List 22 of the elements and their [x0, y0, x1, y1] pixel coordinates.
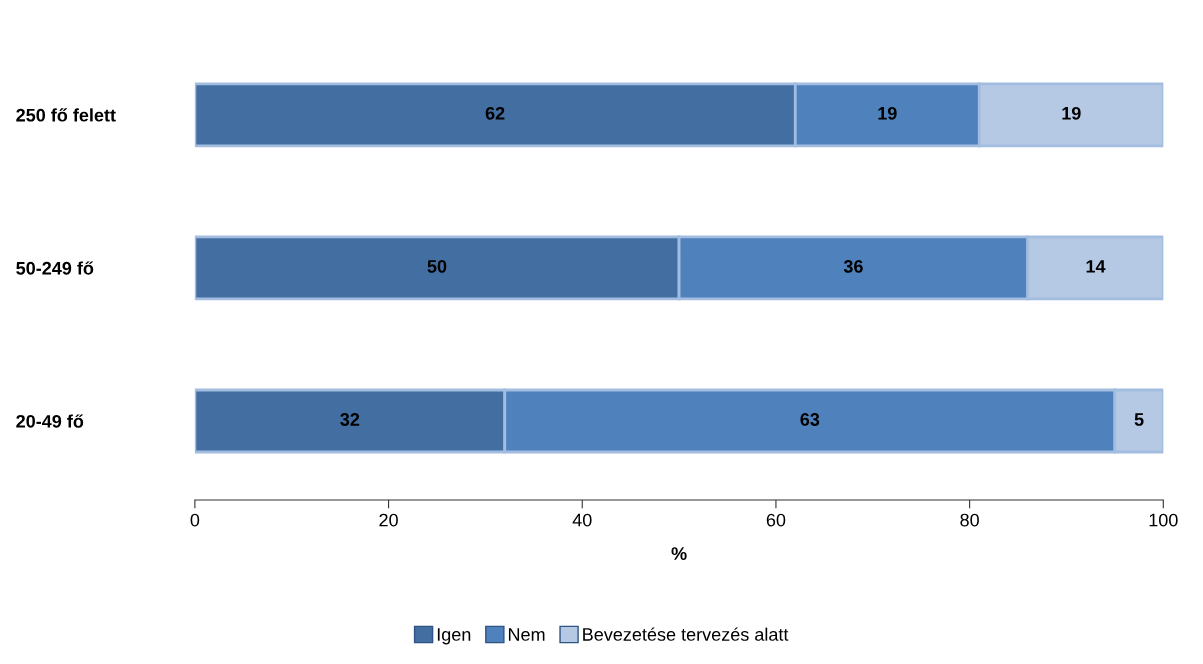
x-tick-label: 100: [1149, 513, 1178, 527]
y-tick-label: 50-249 fő: [16, 261, 94, 275]
x-tick-label: 0: [190, 513, 200, 527]
data-label: 14: [1086, 260, 1106, 273]
x-tick-label: 20: [379, 513, 398, 527]
legend-label: Igen: [437, 628, 471, 645]
y-tick-label: 20-49 fő: [16, 414, 84, 428]
x-axis-title: %: [671, 547, 687, 560]
data-label: 62: [485, 106, 505, 120]
data-label: 63: [800, 413, 820, 426]
y-tick-label: 250 fő felett: [16, 108, 116, 122]
legend-label: Bevezetése tervezés alatt: [583, 627, 789, 641]
data-label: 50: [427, 260, 447, 273]
x-tick-label: 40: [572, 513, 592, 527]
data-label: 19: [1062, 106, 1081, 120]
x-tick-label: 60: [766, 513, 786, 527]
data-label: 19: [878, 106, 897, 120]
data-label: 32: [340, 413, 360, 426]
legend-label: Nem: [508, 628, 545, 641]
x-tick-label: 80: [960, 513, 979, 527]
data-label: 36: [843, 260, 863, 273]
data-label: 5: [1134, 413, 1144, 426]
